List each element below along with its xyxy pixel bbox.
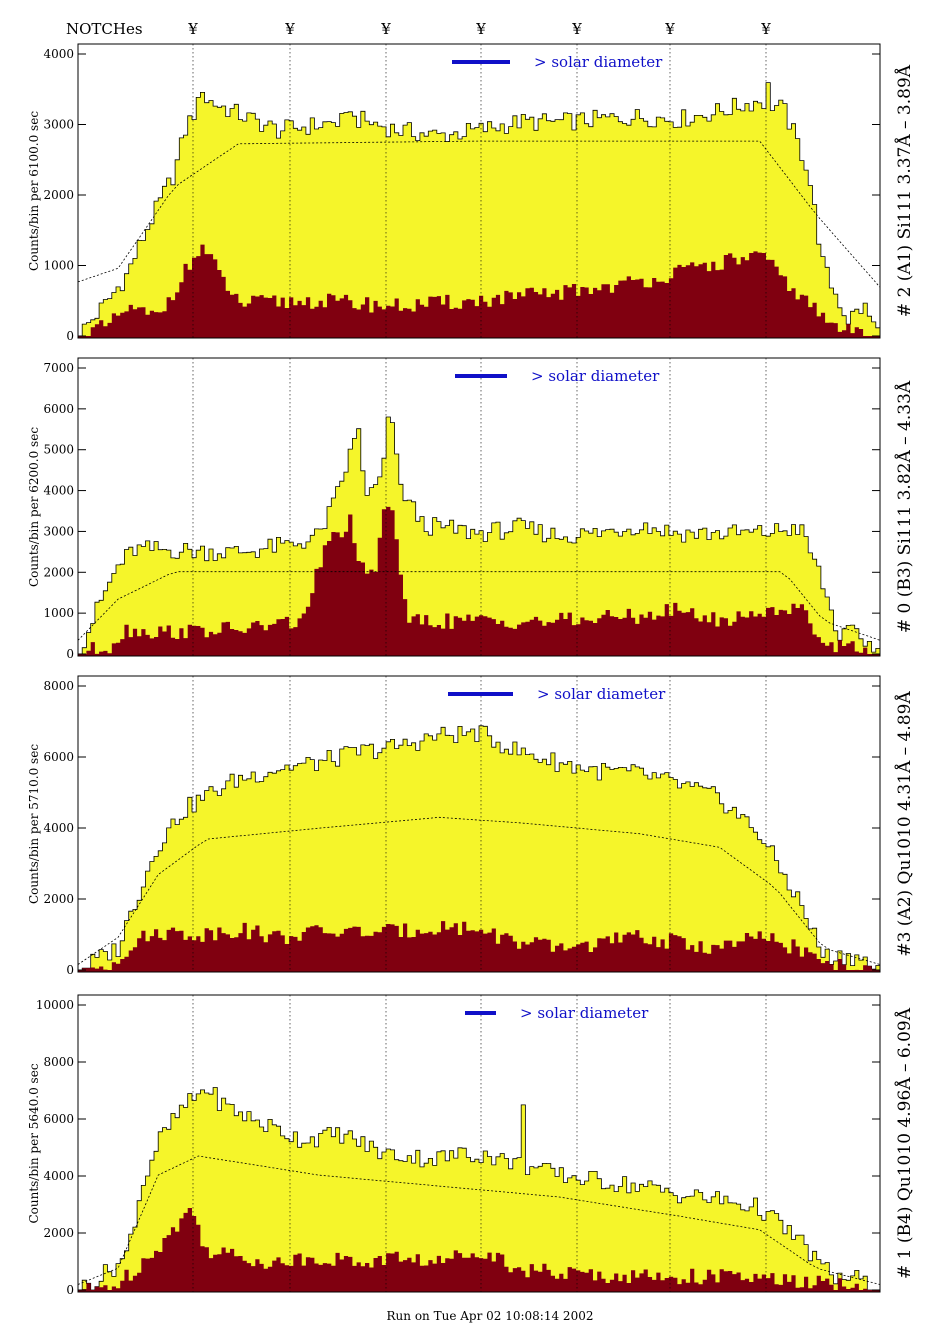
y-tick-label-3: 6000 bbox=[43, 750, 74, 764]
y-tick-label-1: 2000 bbox=[43, 1226, 74, 1240]
panel-1: 0 1000 2000 3000 4000 Counts/bin per 6100.0 s… bbox=[27, 43, 915, 343]
average-curve bbox=[77, 816, 881, 965]
y-tick-label-7: 7000 bbox=[43, 361, 74, 375]
average-curve bbox=[77, 571, 881, 641]
y-tick-label-0: 0 bbox=[66, 647, 74, 661]
y-tick-label-4: 8000 bbox=[43, 1055, 74, 1069]
panel-title: # 1 (B4) Qu1010 4.96Å – 6.09Å bbox=[894, 1007, 915, 1279]
inner-histogram bbox=[78, 1208, 880, 1292]
solar-diameter-label: > solar diameter bbox=[534, 53, 663, 71]
y-axis-label: Counts/bin per 5710.0 sec bbox=[27, 744, 41, 904]
y-tick-label-1: 1000 bbox=[43, 259, 74, 273]
notch-marker-5: ¥ bbox=[571, 20, 582, 38]
y-tick-label-2: 4000 bbox=[43, 1169, 74, 1183]
panel-4: 0 2000 4000 6000 8000 10000 Counts/bin per 564… bbox=[27, 994, 915, 1297]
y-tick-label-3: 3000 bbox=[43, 524, 74, 538]
plot-frame bbox=[77, 994, 881, 1293]
y-tick-label-5: 10000 bbox=[36, 998, 74, 1012]
panel-2: 0 1000 2000 3000 4000 5000 6000 7000 Counts/bin … bbox=[27, 357, 915, 661]
inner-histogram bbox=[78, 921, 880, 972]
y-tick-label-3: 6000 bbox=[43, 1112, 74, 1126]
notch-marker-3: ¥ bbox=[380, 20, 391, 38]
y-tick-label-0: 0 bbox=[66, 1283, 74, 1297]
notch-marker-2: ¥ bbox=[284, 20, 295, 38]
y-axis-label: Counts/bin per 6100.0 sec bbox=[27, 111, 41, 271]
panel-title: #3 (A2) Qu1010 4.31Å – 4.89Å bbox=[894, 691, 915, 957]
notches-label: NOTCHes bbox=[66, 20, 143, 38]
panel-title: # 2 (A1) Si111 3.37Å – 3.89Å bbox=[894, 64, 915, 317]
y-tick-label-4: 4000 bbox=[43, 484, 74, 498]
plot-frame bbox=[77, 357, 881, 657]
y-tick-label-4: 4000 bbox=[43, 47, 74, 61]
solar-diameter-label: > solar diameter bbox=[531, 367, 660, 385]
total-histogram bbox=[77, 725, 881, 973]
plot-frame bbox=[77, 675, 881, 973]
y-axis-label: Counts/bin per 6200.0 sec bbox=[27, 427, 41, 587]
y-tick-label-0: 0 bbox=[66, 963, 74, 977]
y-tick-label-0: 0 bbox=[66, 329, 74, 343]
inner-histogram bbox=[78, 506, 880, 656]
y-tick-label-6: 6000 bbox=[43, 402, 74, 416]
notch-marker-4: ¥ bbox=[475, 20, 486, 38]
plot-frame bbox=[77, 43, 881, 339]
y-tick-label-3: 3000 bbox=[43, 118, 74, 132]
notch-marker-1: ¥ bbox=[187, 20, 198, 38]
total-histogram bbox=[77, 1087, 881, 1293]
notch-marker-7: ¥ bbox=[760, 20, 771, 38]
solar-diameter-label: > solar diameter bbox=[537, 685, 666, 703]
y-tick-label-2: 2000 bbox=[43, 565, 74, 579]
total-histogram bbox=[77, 416, 881, 657]
y-tick-label-5: 5000 bbox=[43, 443, 74, 457]
notch-marker-6: ¥ bbox=[664, 20, 675, 38]
y-tick-label-4: 8000 bbox=[43, 679, 74, 693]
notch-markers: ¥ ¥ ¥ ¥ ¥ ¥ ¥ bbox=[187, 20, 771, 38]
panels: 0 1000 2000 3000 4000 Counts/bin per 6100.0 s… bbox=[27, 43, 915, 1297]
solar-diameter-label: > solar diameter bbox=[520, 1004, 649, 1022]
y-tick-label-1: 1000 bbox=[43, 606, 74, 620]
run-footer: Run on Tue Apr 02 10:08:14 2002 bbox=[387, 1309, 594, 1323]
panel-title: # 0 (B3) Si111 3.82Å – 4.33Å bbox=[894, 380, 915, 633]
y-tick-label-2: 2000 bbox=[43, 188, 74, 202]
inner-histogram bbox=[78, 244, 880, 338]
y-tick-label-1: 2000 bbox=[43, 892, 74, 906]
average-curve bbox=[77, 140, 881, 288]
y-tick-label-2: 4000 bbox=[43, 821, 74, 835]
panel-3: 0 2000 4000 6000 8000 Counts/bin per 5710.0 s… bbox=[27, 675, 915, 977]
y-axis-label: Counts/bin per 5640.0 sec bbox=[27, 1063, 41, 1223]
